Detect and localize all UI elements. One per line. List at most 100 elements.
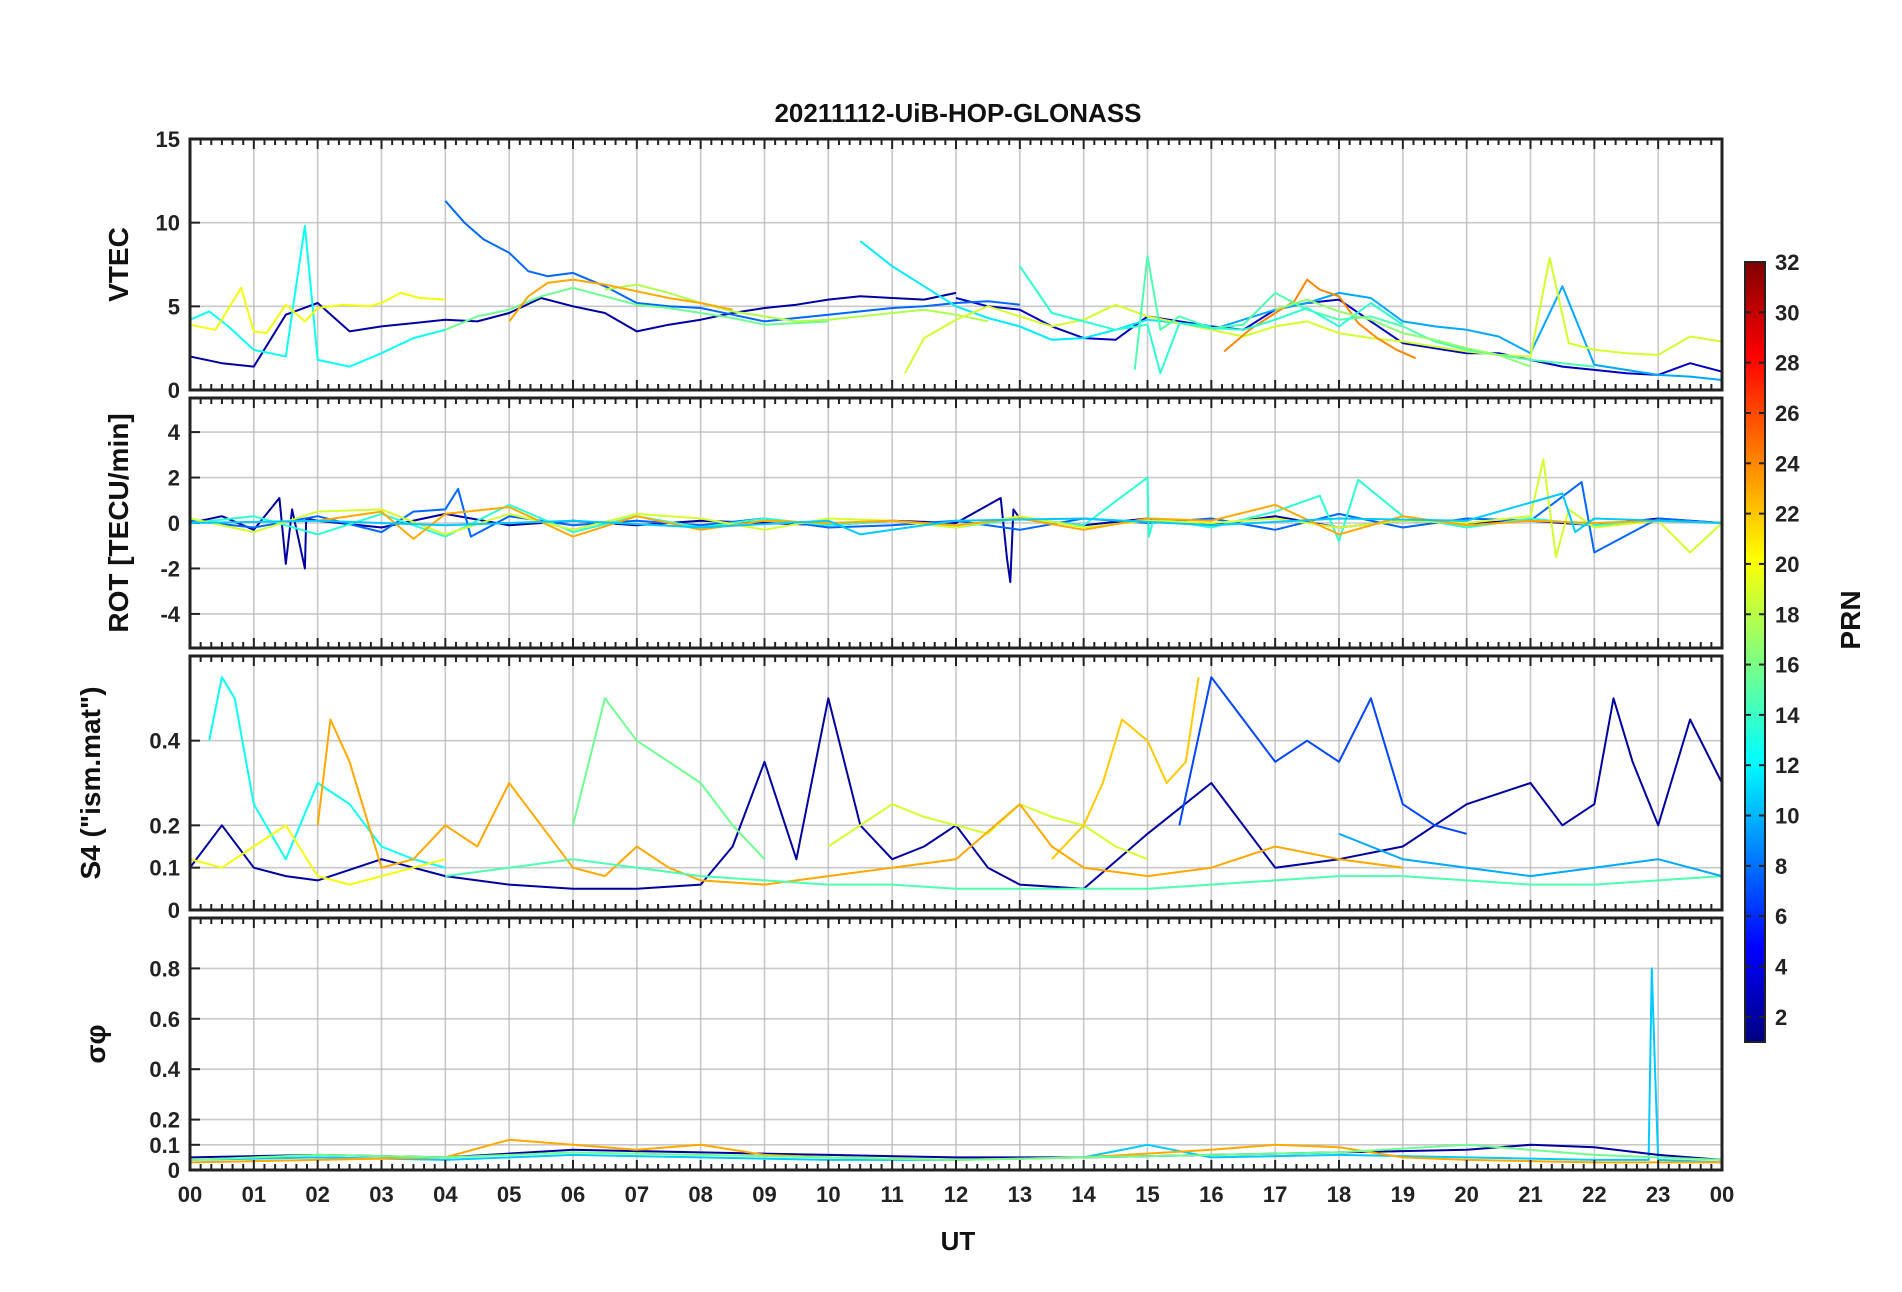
y-tick-label: 2 — [168, 466, 180, 491]
colorbar-tick-label: 2 — [1775, 1005, 1787, 1030]
y-tick-label: 5 — [168, 294, 180, 319]
y-axis-label: σφ — [80, 1024, 111, 1063]
panel-frame — [188, 654, 1724, 912]
y-tick-label: 4 — [168, 420, 181, 445]
series-prn-13 — [208, 676, 446, 869]
panel-frame — [188, 137, 1724, 392]
x-tick-label: 02 — [305, 1182, 329, 1207]
x-tick-label: 23 — [1646, 1182, 1670, 1207]
y-tick-label: 0.2 — [149, 813, 180, 838]
y-tick-label: 0.8 — [149, 956, 180, 981]
series-prn-23 — [316, 718, 1403, 886]
panel-sigma_phi: 00.10.2 0.4 0.6 0.8 σφ — [80, 916, 1724, 1183]
x-tick-label: 01 — [242, 1182, 266, 1207]
x-tick-label: 03 — [369, 1182, 393, 1207]
series-prn-15 — [1133, 255, 1595, 371]
x-tick-label: 07 — [625, 1182, 649, 1207]
y-tick-label: 0 — [168, 1158, 180, 1183]
series-prn-23 — [317, 503, 1722, 540]
series-prn-20 — [190, 824, 446, 886]
series-prn-15 — [445, 858, 1722, 890]
colorbar-tick-label: 24 — [1775, 451, 1800, 476]
series-prn-11 — [190, 492, 1722, 536]
chart-title: 20211112-UiB-HOP-GLONASS — [774, 98, 1141, 128]
panel-vtec: 0 5 10 15 VTEC — [103, 127, 1724, 403]
x-tick-label: 00 — [1710, 1182, 1734, 1207]
series-prn-20 — [190, 286, 446, 335]
colorbar-tick-label: 16 — [1775, 653, 1799, 678]
x-tick-label: 13 — [1008, 1182, 1032, 1207]
colorbar-tick-label: 20 — [1775, 552, 1799, 577]
colorbar-tick-label: 12 — [1775, 753, 1799, 778]
y-tick-label: 0 — [168, 898, 180, 923]
series-prn-23 — [508, 278, 733, 323]
series-prn-12 — [859, 240, 1212, 341]
y-axis-label: S4 ("ism.mat") — [75, 686, 106, 879]
series-prn-17 — [1274, 298, 1531, 368]
x-tick-label: 00 — [178, 1182, 202, 1207]
series-prn-14 — [1018, 265, 1404, 375]
colorbar-tick-label: 30 — [1775, 300, 1799, 325]
colorbar-tick-label: 22 — [1775, 502, 1799, 527]
series-prn-13 — [190, 225, 446, 368]
y-tick-label: -4 — [160, 602, 180, 627]
x-tick-label: 11 — [881, 1182, 904, 1207]
series-prn-8 — [190, 481, 1722, 554]
y-tick-label: 0.4 — [149, 1057, 180, 1082]
series-prn-19 — [827, 803, 1148, 861]
x-tick-label: 12 — [944, 1182, 968, 1207]
y-axis-label: ROT [TECU/min] — [103, 413, 134, 632]
x-tick-label: 05 — [497, 1182, 521, 1207]
y-tick-label: 0.2 — [149, 1108, 180, 1133]
series-prn-8 — [444, 200, 1020, 323]
series-group — [190, 458, 1722, 584]
x-tick-label: 04 — [433, 1182, 458, 1207]
x-tick-label: 20 — [1454, 1182, 1478, 1207]
x-tick-label: 09 — [752, 1182, 776, 1207]
x-axis-ticks: 00 01 02 03 04 05 06 07 08 09 10 11 12 13 14 15 16 17 18 19… — [178, 1182, 1734, 1207]
series-prn-10 — [1210, 285, 1722, 381]
panel-rot: -4 -2 0 2 4 ROT [TECU/min] — [103, 396, 1724, 650]
y-tick-label: 10 — [156, 211, 180, 236]
x-tick-label: 06 — [561, 1182, 585, 1207]
colorbar-tick-label: 6 — [1775, 904, 1787, 929]
series-group — [190, 676, 1722, 890]
series-prn-22 — [1051, 677, 1200, 860]
y-tick-label: 0.4 — [149, 729, 180, 754]
series-prn-7 — [1178, 676, 1467, 835]
series-prn-19 — [190, 458, 1722, 559]
x-tick-label: 15 — [1135, 1182, 1159, 1207]
x-tick-label: 19 — [1391, 1182, 1415, 1207]
x-tick-label: 18 — [1327, 1182, 1351, 1207]
series-group — [190, 967, 1722, 1164]
x-tick-label: 22 — [1582, 1182, 1606, 1207]
y-axis-label: VTEC — [103, 227, 134, 302]
x-tick-label: 17 — [1263, 1182, 1287, 1207]
y-tick-label: 0.6 — [149, 1007, 180, 1032]
series-prn-19 — [904, 256, 1722, 374]
series-prn-24 — [1223, 278, 1417, 360]
colorbar-tick-label: 32 — [1775, 250, 1799, 275]
colorbar-tick-label: 14 — [1775, 703, 1800, 728]
series-prn-2 — [190, 697, 1722, 890]
series-prn-18 — [604, 283, 989, 323]
colorbar-gradient — [1744, 261, 1766, 1043]
y-tick-label: 0 — [168, 378, 180, 403]
y-tick-label: 15 — [156, 127, 180, 152]
series-prn-16 — [444, 286, 829, 331]
colorbar-tick-label: 26 — [1775, 401, 1799, 426]
colorbar-tick-label: 18 — [1775, 602, 1799, 627]
panels: 0 5 10 15 VTEC -4 -2 0 2 4 ROT [TECU/min] 0 0.1 0.2 0.… — [75, 127, 1724, 1183]
series-prn-10 — [1338, 832, 1722, 878]
y-tick-label: -2 — [160, 556, 180, 581]
x-tick-label: 16 — [1199, 1182, 1223, 1207]
series-prn-2 — [190, 291, 957, 368]
series-prn-16 — [190, 1143, 1722, 1161]
y-tick-label: 0.1 — [149, 856, 180, 881]
colorbar-label: PRN — [1835, 590, 1866, 649]
x-tick-label: 10 — [816, 1182, 840, 1207]
series-group — [190, 200, 1722, 381]
